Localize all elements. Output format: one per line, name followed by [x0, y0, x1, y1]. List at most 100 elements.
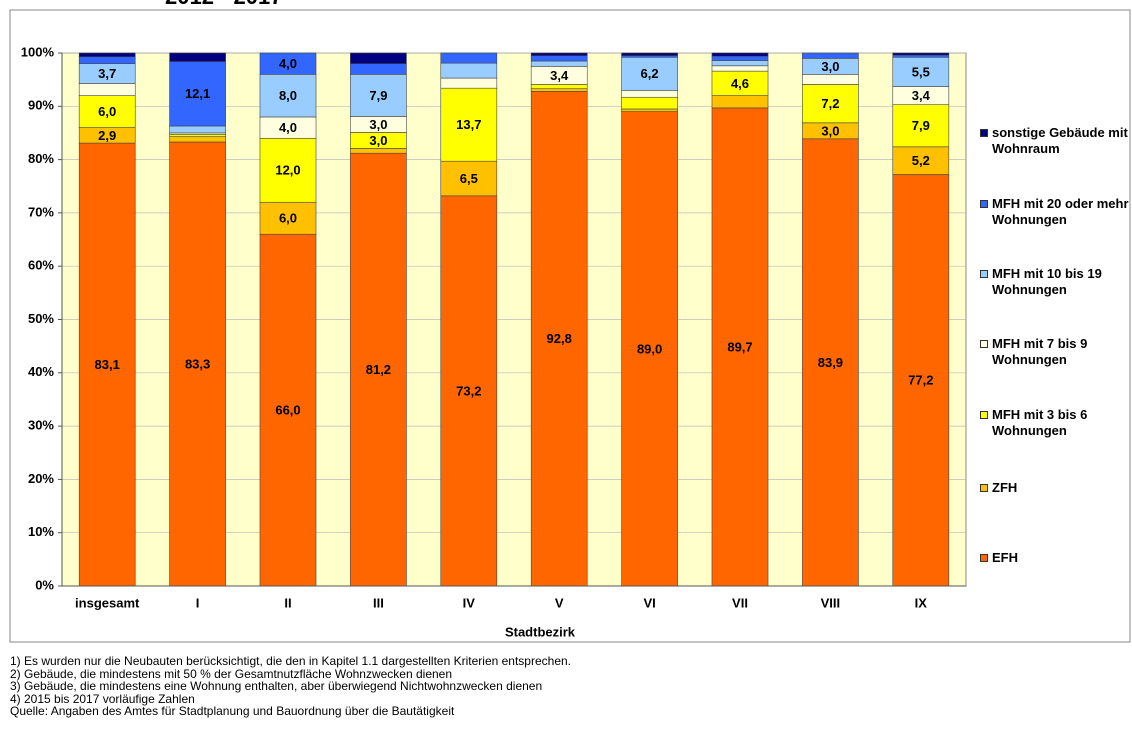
bar-segment: [530, 52, 588, 56]
bar-segment: [440, 77, 498, 89]
bar-segment: [621, 108, 678, 112]
y-tick-label: 20%: [28, 471, 54, 486]
x-tick-label: IX: [915, 595, 928, 610]
bar-segment: [802, 138, 859, 587]
bar-segment: [259, 137, 317, 203]
legend-item: ZFH: [980, 480, 1130, 496]
bar-segment: [711, 52, 769, 57]
bar-segment: [711, 60, 769, 67]
y-tick-label: 90%: [28, 98, 54, 113]
bar-segment: [711, 95, 769, 109]
x-tick-label: IV: [463, 595, 476, 610]
bar-segment: [530, 88, 588, 92]
data-label: 81,2: [366, 362, 391, 377]
y-tick-label: 80%: [28, 151, 54, 166]
bar-segment: [711, 55, 769, 61]
data-label: 89,0: [637, 341, 662, 356]
data-label: 5,2: [912, 153, 930, 168]
y-tick-label: 60%: [28, 258, 54, 273]
bar-segment: [621, 90, 678, 98]
bar-segment: [169, 125, 226, 134]
legend-swatch: [980, 554, 988, 562]
data-label: 89,7: [727, 339, 752, 354]
footnote: 3) Gebäude, die mindestens eine Wohnung …: [10, 679, 543, 693]
bar-segment: [169, 141, 226, 587]
data-label: 2,9: [98, 128, 116, 143]
bar-segment: [802, 74, 859, 85]
legend-label: MFH mit 20 oder mehr Wohnungen: [992, 196, 1129, 227]
legend-item: EFH: [980, 550, 1130, 566]
x-tick-label: VIII: [821, 595, 841, 610]
bar-segment: [802, 52, 859, 59]
data-label: 7,9: [369, 88, 387, 103]
footnotes: 1) Es wurden nur die Neubauten berücksic…: [10, 655, 571, 718]
x-tick-label: I: [196, 595, 200, 610]
data-label: 3,4: [550, 68, 569, 83]
data-label: 13,7: [456, 117, 481, 132]
legend-item: MFH mit 3 bis 6 Wohnungen: [980, 407, 1130, 439]
bar-segment: [440, 52, 498, 64]
data-label: 8,0: [279, 88, 297, 103]
x-tick-label: VII: [732, 595, 748, 610]
bar-segment: [892, 104, 950, 148]
bar-segment: [711, 70, 769, 96]
y-tick-label: 30%: [28, 418, 54, 433]
bar-segment: [350, 148, 407, 154]
footnote: Quelle: Angaben des Amtes für Stadtplanu…: [10, 704, 455, 718]
x-tick-label: VI: [643, 595, 655, 610]
x-tick-label: III: [373, 595, 384, 610]
data-label: 83,1: [95, 357, 120, 372]
data-label: 6,0: [98, 104, 116, 119]
bar-segment: [78, 52, 136, 58]
data-label: 66,0: [275, 403, 300, 418]
legend-label: EFH: [992, 550, 1018, 565]
legend-item: sonstige Gebäude mit Wohnraum: [980, 125, 1130, 157]
data-label: 7,2: [821, 96, 839, 111]
bar-segment: [350, 152, 407, 587]
footnote: 1) Es wurden nur die Neubauten berücksic…: [10, 654, 572, 668]
bar-segment: [621, 96, 678, 110]
legend-item: MFH mit 10 bis 19 Wohnungen: [980, 266, 1130, 298]
bar-segment: [169, 136, 226, 143]
bar-segment: [259, 74, 317, 118]
bar-segment: [78, 142, 136, 587]
data-label: 6,0: [279, 211, 297, 226]
data-label: 92,8: [547, 331, 572, 346]
bar-segment: [350, 63, 407, 75]
y-tick-label: 40%: [28, 364, 54, 379]
data-label: 83,3: [185, 356, 210, 371]
bar-segment: [621, 111, 678, 587]
bar-segment: [530, 55, 588, 62]
bar-segment: [802, 84, 859, 124]
data-label: 12,0: [275, 163, 300, 178]
data-label: 7,9: [912, 118, 930, 133]
data-label: 3,4: [912, 88, 931, 103]
legend-swatch: [980, 340, 988, 348]
bar-segment: [259, 52, 317, 75]
bar-segment: [440, 62, 498, 79]
legend-label: MFH mit 7 bis 9 Wohnungen: [992, 336, 1088, 367]
x-axis-title: Stadtbezirk: [505, 624, 576, 639]
data-label: 4,0: [279, 56, 297, 71]
data-label: 73,2: [456, 383, 481, 398]
legend-swatch: [980, 484, 988, 492]
legend-swatch: [980, 270, 988, 278]
footnote: 2) Gebäude, die mindestens mit 50 % der …: [10, 666, 453, 681]
bar-segment: [259, 233, 317, 587]
data-label: 6,5: [460, 171, 478, 186]
bar-segment: [892, 146, 950, 175]
x-tick-label: insgesamt: [75, 595, 140, 610]
legend-label: MFH mit 3 bis 6 Wohnungen: [992, 407, 1088, 438]
bar-segment: [530, 60, 588, 67]
bar-segment: [530, 84, 588, 90]
data-label: 83,9: [818, 355, 843, 370]
bar-segment: [169, 134, 226, 137]
data-label: 4,6: [731, 76, 749, 91]
data-label: 3,0: [369, 117, 387, 132]
x-tick-label: II: [284, 595, 291, 610]
bar-segment: [350, 74, 407, 117]
legend-label: sonstige Gebäude mit Wohnraum: [992, 125, 1128, 156]
legend-item: MFH mit 20 oder mehr Wohnungen: [980, 196, 1130, 228]
bar-segment: [78, 56, 136, 64]
bar-segment: [440, 160, 498, 197]
